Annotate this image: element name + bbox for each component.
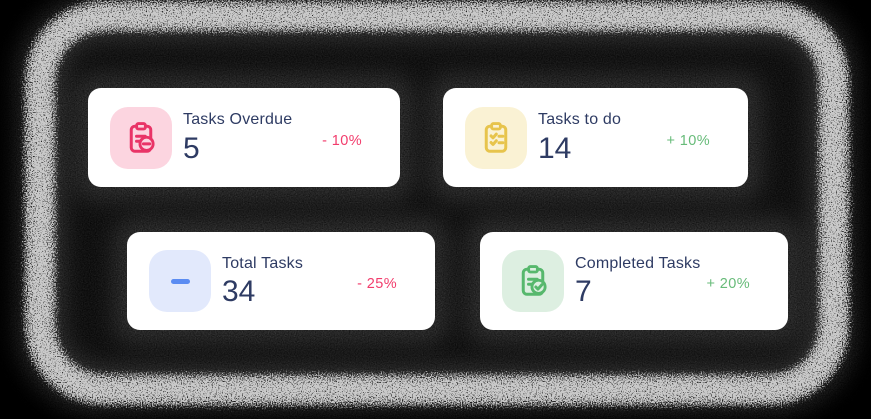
delta-percentage: + 20% xyxy=(706,276,750,292)
card-value: 5 xyxy=(183,131,200,165)
card-title: Tasks to do xyxy=(538,111,622,129)
delta-percentage: - 25% xyxy=(357,276,397,292)
card-value: 34 xyxy=(222,275,256,309)
stat-block: Tasks to do 14 xyxy=(538,110,621,164)
minus-icon xyxy=(149,250,211,312)
stat-block: Completed Tasks 7 xyxy=(575,254,700,308)
stat-card-completed-tasks: Completed Tasks 7 + 20% xyxy=(480,232,788,330)
card-value: 14 xyxy=(538,131,572,165)
clipboard-check-icon xyxy=(502,250,564,312)
card-title: Tasks Overdue xyxy=(183,111,293,129)
clipboard-checklist-icon xyxy=(465,106,527,169)
card-value: 7 xyxy=(575,275,592,309)
clipboard-minus-icon xyxy=(110,106,172,169)
card-title: Completed Tasks xyxy=(575,254,701,272)
stat-card-tasks-overdue: Tasks Overdue 5 - 10% xyxy=(88,88,400,187)
delta-percentage: + 10% xyxy=(666,132,710,149)
stat-block: Tasks Overdue 5 xyxy=(183,110,292,164)
delta-percentage: - 10% xyxy=(322,132,362,149)
stat-block: Total Tasks 34 xyxy=(222,254,303,308)
stat-card-total-tasks: Total Tasks 34 - 25% xyxy=(127,232,435,330)
stat-card-tasks-to-do: Tasks to do 14 + 10% xyxy=(443,88,748,187)
card-title: Total Tasks xyxy=(222,254,304,272)
